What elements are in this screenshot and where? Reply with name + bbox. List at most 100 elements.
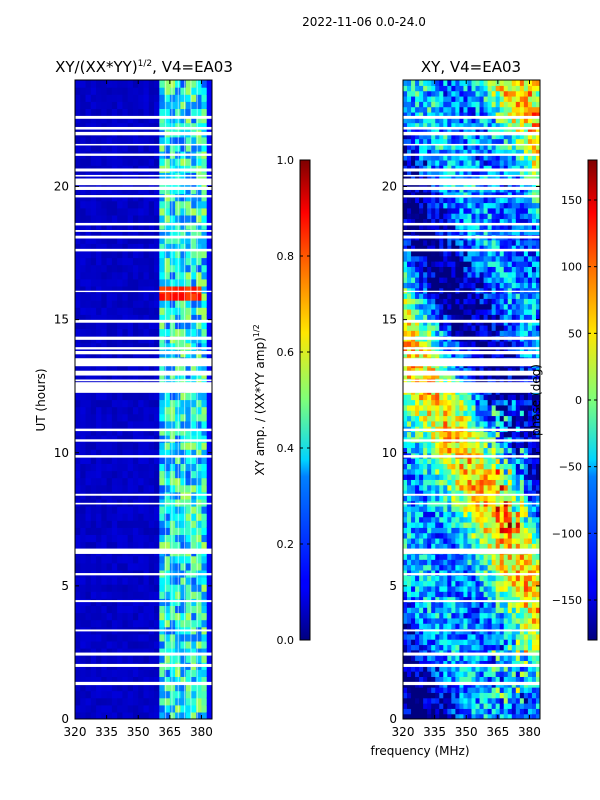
phase-heatmap-cell xyxy=(403,308,408,315)
phase-heatmap-cell xyxy=(423,138,428,145)
phase-heatmap-cell xyxy=(483,122,489,129)
phase-heatmap-cell xyxy=(423,506,428,512)
phase-heatmap-cell xyxy=(407,90,412,97)
amp-heatmap-cell xyxy=(127,307,134,315)
amp-heatmap-cell xyxy=(185,108,192,117)
amp-heatmap-cell xyxy=(138,300,145,308)
phase-heatmap-cell xyxy=(455,687,461,693)
phase-heatmap-cell xyxy=(423,516,428,523)
phase-heatmap-cell xyxy=(447,484,452,491)
amp-heatmap-cell xyxy=(196,598,203,606)
amp-heatmap-cell xyxy=(111,704,118,713)
phase-heatmap-cell xyxy=(459,287,465,294)
amp-heatmap-cell xyxy=(206,143,212,152)
amp-heatmap-cell xyxy=(201,449,208,457)
amp-heatmap-cell xyxy=(159,513,166,521)
phase-heatmap-cell xyxy=(467,564,473,571)
amp-heatmap-cell xyxy=(127,264,134,273)
phase-heatmap-cell xyxy=(459,692,465,699)
amp-heatmap-cell xyxy=(80,435,87,443)
phase-heatmap-cell xyxy=(443,191,448,198)
phase-heatmap-cell xyxy=(419,617,424,624)
amp-heatmap-cell xyxy=(122,413,129,422)
amp-heatmap-cell xyxy=(122,222,129,230)
phase-heatmap-cell xyxy=(427,399,432,406)
amp-heatmap-cell xyxy=(96,321,102,330)
amp-heatmap-cell xyxy=(206,236,212,244)
phase-heatmap-cell xyxy=(467,367,473,374)
amp-heatmap-cell xyxy=(85,108,92,117)
phase-heatmap-cell xyxy=(463,431,469,438)
amp-heatmap-cell xyxy=(185,186,192,195)
amp-heatmap-cell xyxy=(180,413,187,422)
amp-heatmap-cell xyxy=(148,214,155,223)
phase-heatmap-cell xyxy=(403,101,408,108)
phase-heatmap-cell xyxy=(443,213,448,220)
phase-heatmap-cell xyxy=(455,330,461,337)
amp-heatmap-cell xyxy=(148,87,155,95)
phase-heatmap-cell xyxy=(475,245,481,251)
amp-heatmap-cell xyxy=(90,541,97,550)
phase-heatmap-cell xyxy=(431,628,436,635)
phase-heatmap-cell xyxy=(431,80,436,86)
phase-heatmap-cell xyxy=(463,101,469,108)
phase-heatmap-cell xyxy=(407,165,412,172)
phase-heatmap-cell xyxy=(463,506,469,512)
amp-heatmap-cell xyxy=(96,648,102,656)
amp-heatmap-cell xyxy=(180,648,187,656)
amp-heatmap-cell xyxy=(206,115,212,124)
phase-heatmap-cell xyxy=(411,697,416,704)
amp-heatmap-cell xyxy=(80,229,87,237)
amp-heatmap-cell xyxy=(169,236,176,244)
amp-heatmap-cell xyxy=(106,633,113,642)
phase-heatmap-cell xyxy=(455,191,461,198)
amp-heatmap-cell xyxy=(164,243,171,251)
amp-heatmap-cell xyxy=(122,271,129,280)
amp-heatmap-cell xyxy=(111,250,118,259)
phase-heatmap-cell xyxy=(403,639,408,646)
phase-heatmap-cell xyxy=(443,559,448,566)
amp-heatmap-cell xyxy=(117,612,124,621)
phase-heatmap-cell xyxy=(447,223,452,230)
phase-heatmap-cell xyxy=(447,559,452,566)
phase-heatmap-cell xyxy=(463,133,469,140)
amp-heatmap-cell xyxy=(85,555,92,564)
phase-heatmap-cell xyxy=(451,191,456,198)
phase-heatmap-cell xyxy=(403,431,408,438)
phase-heatmap-cell xyxy=(455,149,461,156)
amp-heatmap-cell xyxy=(122,633,129,642)
amp-heatmap-cell xyxy=(143,229,150,237)
phase-heatmap-cell xyxy=(471,202,477,209)
phase-heatmap-cell xyxy=(475,660,481,667)
amp-heatmap-cell xyxy=(106,222,113,230)
amp-heatmap-cell xyxy=(190,278,197,287)
phase-heatmap-cell xyxy=(471,537,477,544)
phase-heatmap-cell xyxy=(479,537,485,544)
amp-heatmap-cell xyxy=(85,264,92,273)
phase-heatmap-cell xyxy=(431,367,436,374)
amp-heatmap-cell xyxy=(101,94,108,102)
phase-heatmap-cell xyxy=(455,596,461,603)
amp-heatmap-cell xyxy=(90,328,97,337)
phase-heatmap-cell xyxy=(479,692,485,699)
amp-heatmap-cell xyxy=(190,435,197,443)
phase-heatmap-cell xyxy=(459,442,465,449)
amp-heatmap-cell xyxy=(132,94,139,102)
amp-heatmap-cell xyxy=(185,236,192,244)
amp-heatmap-cell xyxy=(138,477,145,486)
phase-heatmap-cell xyxy=(479,644,485,651)
phase-heatmap-cell xyxy=(471,394,477,401)
amp-heatmap-cell xyxy=(122,392,129,401)
phase-heatmap-cell xyxy=(419,138,424,145)
phase-heatmap-cell xyxy=(423,287,428,294)
phase-heatmap-cell xyxy=(451,282,456,289)
phase-heatmap-cell xyxy=(431,213,436,220)
phase-heatmap-cell xyxy=(415,117,420,124)
amp-heatmap-cell xyxy=(80,449,87,457)
phase-heatmap-cell xyxy=(431,521,436,528)
amp-heatmap-cell xyxy=(196,449,203,457)
phase-heatmap-cell xyxy=(451,143,456,150)
phase-heatmap-cell xyxy=(411,671,416,677)
phase-heatmap-cell xyxy=(415,521,420,528)
phase-heatmap-cell xyxy=(459,330,465,337)
